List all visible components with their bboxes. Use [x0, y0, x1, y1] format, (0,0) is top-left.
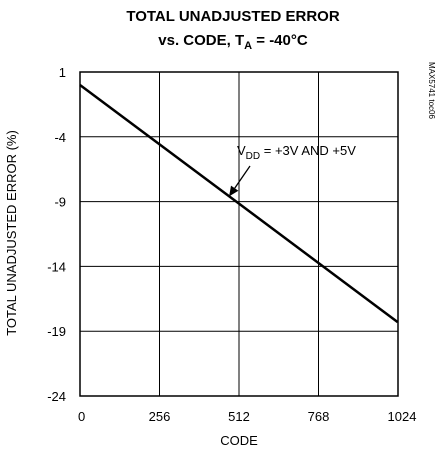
- x-tick-label: 0: [78, 409, 85, 424]
- x-tick-label: 1024: [388, 409, 417, 424]
- y-axis-label: TOTAL UNADJUSTED ERROR (%): [4, 130, 19, 336]
- chart-title: TOTAL UNADJUSTED ERROR: [126, 8, 340, 25]
- chart-subtitle: vs. CODE, TA = -40°C: [158, 32, 308, 52]
- y-tick-label: -24: [47, 389, 66, 404]
- annotation-arrowhead: [229, 185, 239, 197]
- annotation-arrow: [234, 165, 251, 189]
- y-tick-label: -4: [54, 130, 66, 145]
- y-tick-label: -19: [47, 324, 66, 339]
- y-tick-label: 1: [59, 65, 66, 80]
- plot-frame: [79, 71, 399, 397]
- x-axis-label: CODE: [220, 433, 258, 448]
- figure-id: MAX5741 toc06: [427, 62, 436, 119]
- x-ticks: 0 256 512 768 1024: [78, 409, 416, 424]
- y-ticks: 1 -4 -9 -14 -19 -24: [47, 65, 66, 404]
- x-tick-label: 768: [308, 409, 330, 424]
- y-tick-label: -9: [54, 195, 66, 210]
- subtitle-subscript: A: [244, 40, 252, 52]
- grid: [80, 72, 398, 396]
- series-line: [79, 83, 399, 324]
- y-tick-label: -14: [47, 259, 66, 274]
- x-tick-label: 512: [228, 409, 250, 424]
- x-tick-label: 256: [149, 409, 171, 424]
- annotation-label: VDD = +3V AND +5V: [237, 143, 356, 162]
